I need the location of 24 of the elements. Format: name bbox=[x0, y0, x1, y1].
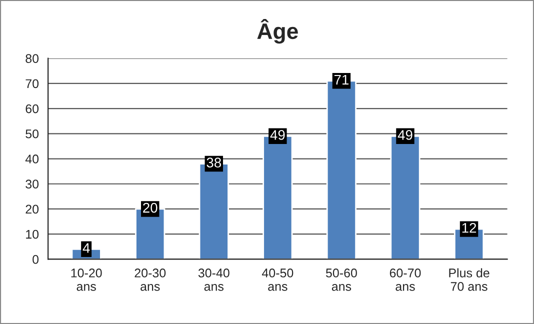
data-label: 49 bbox=[398, 130, 412, 140]
y-tick-label: 70 bbox=[26, 79, 39, 88]
x-tick-label: 30-40 ans bbox=[198, 268, 230, 291]
data-label: 71 bbox=[334, 74, 349, 85]
x-tick-label: 20-30 ans bbox=[134, 268, 166, 291]
data-label: 4 bbox=[82, 243, 90, 253]
x-tick-label: 10-20 ans bbox=[71, 268, 102, 291]
x-tick-label: 60-70 ans bbox=[390, 268, 421, 291]
y-tick-label: 80 bbox=[26, 54, 39, 63]
y-tick-label: 40 bbox=[25, 154, 39, 164]
y-tick-label: 20 bbox=[26, 204, 39, 214]
data-label: 12 bbox=[462, 222, 476, 233]
y-tick-label: 0 bbox=[32, 255, 39, 264]
y-tick-label: 50 bbox=[26, 129, 39, 138]
y-tick-label: 30 bbox=[26, 180, 39, 189]
data-label: 20 bbox=[143, 202, 158, 213]
x-tick-label: Plus de 70 ans bbox=[449, 268, 490, 291]
y-tick-label: 60 bbox=[26, 104, 39, 114]
data-label: 38 bbox=[206, 158, 222, 168]
chart-title: Âge bbox=[257, 18, 298, 44]
x-tick-label: 50-60 ans bbox=[326, 268, 357, 291]
data-label: 49 bbox=[270, 130, 285, 140]
x-tick-label: 40-50 ans bbox=[262, 268, 294, 291]
y-tick-label: 10 bbox=[26, 230, 39, 239]
